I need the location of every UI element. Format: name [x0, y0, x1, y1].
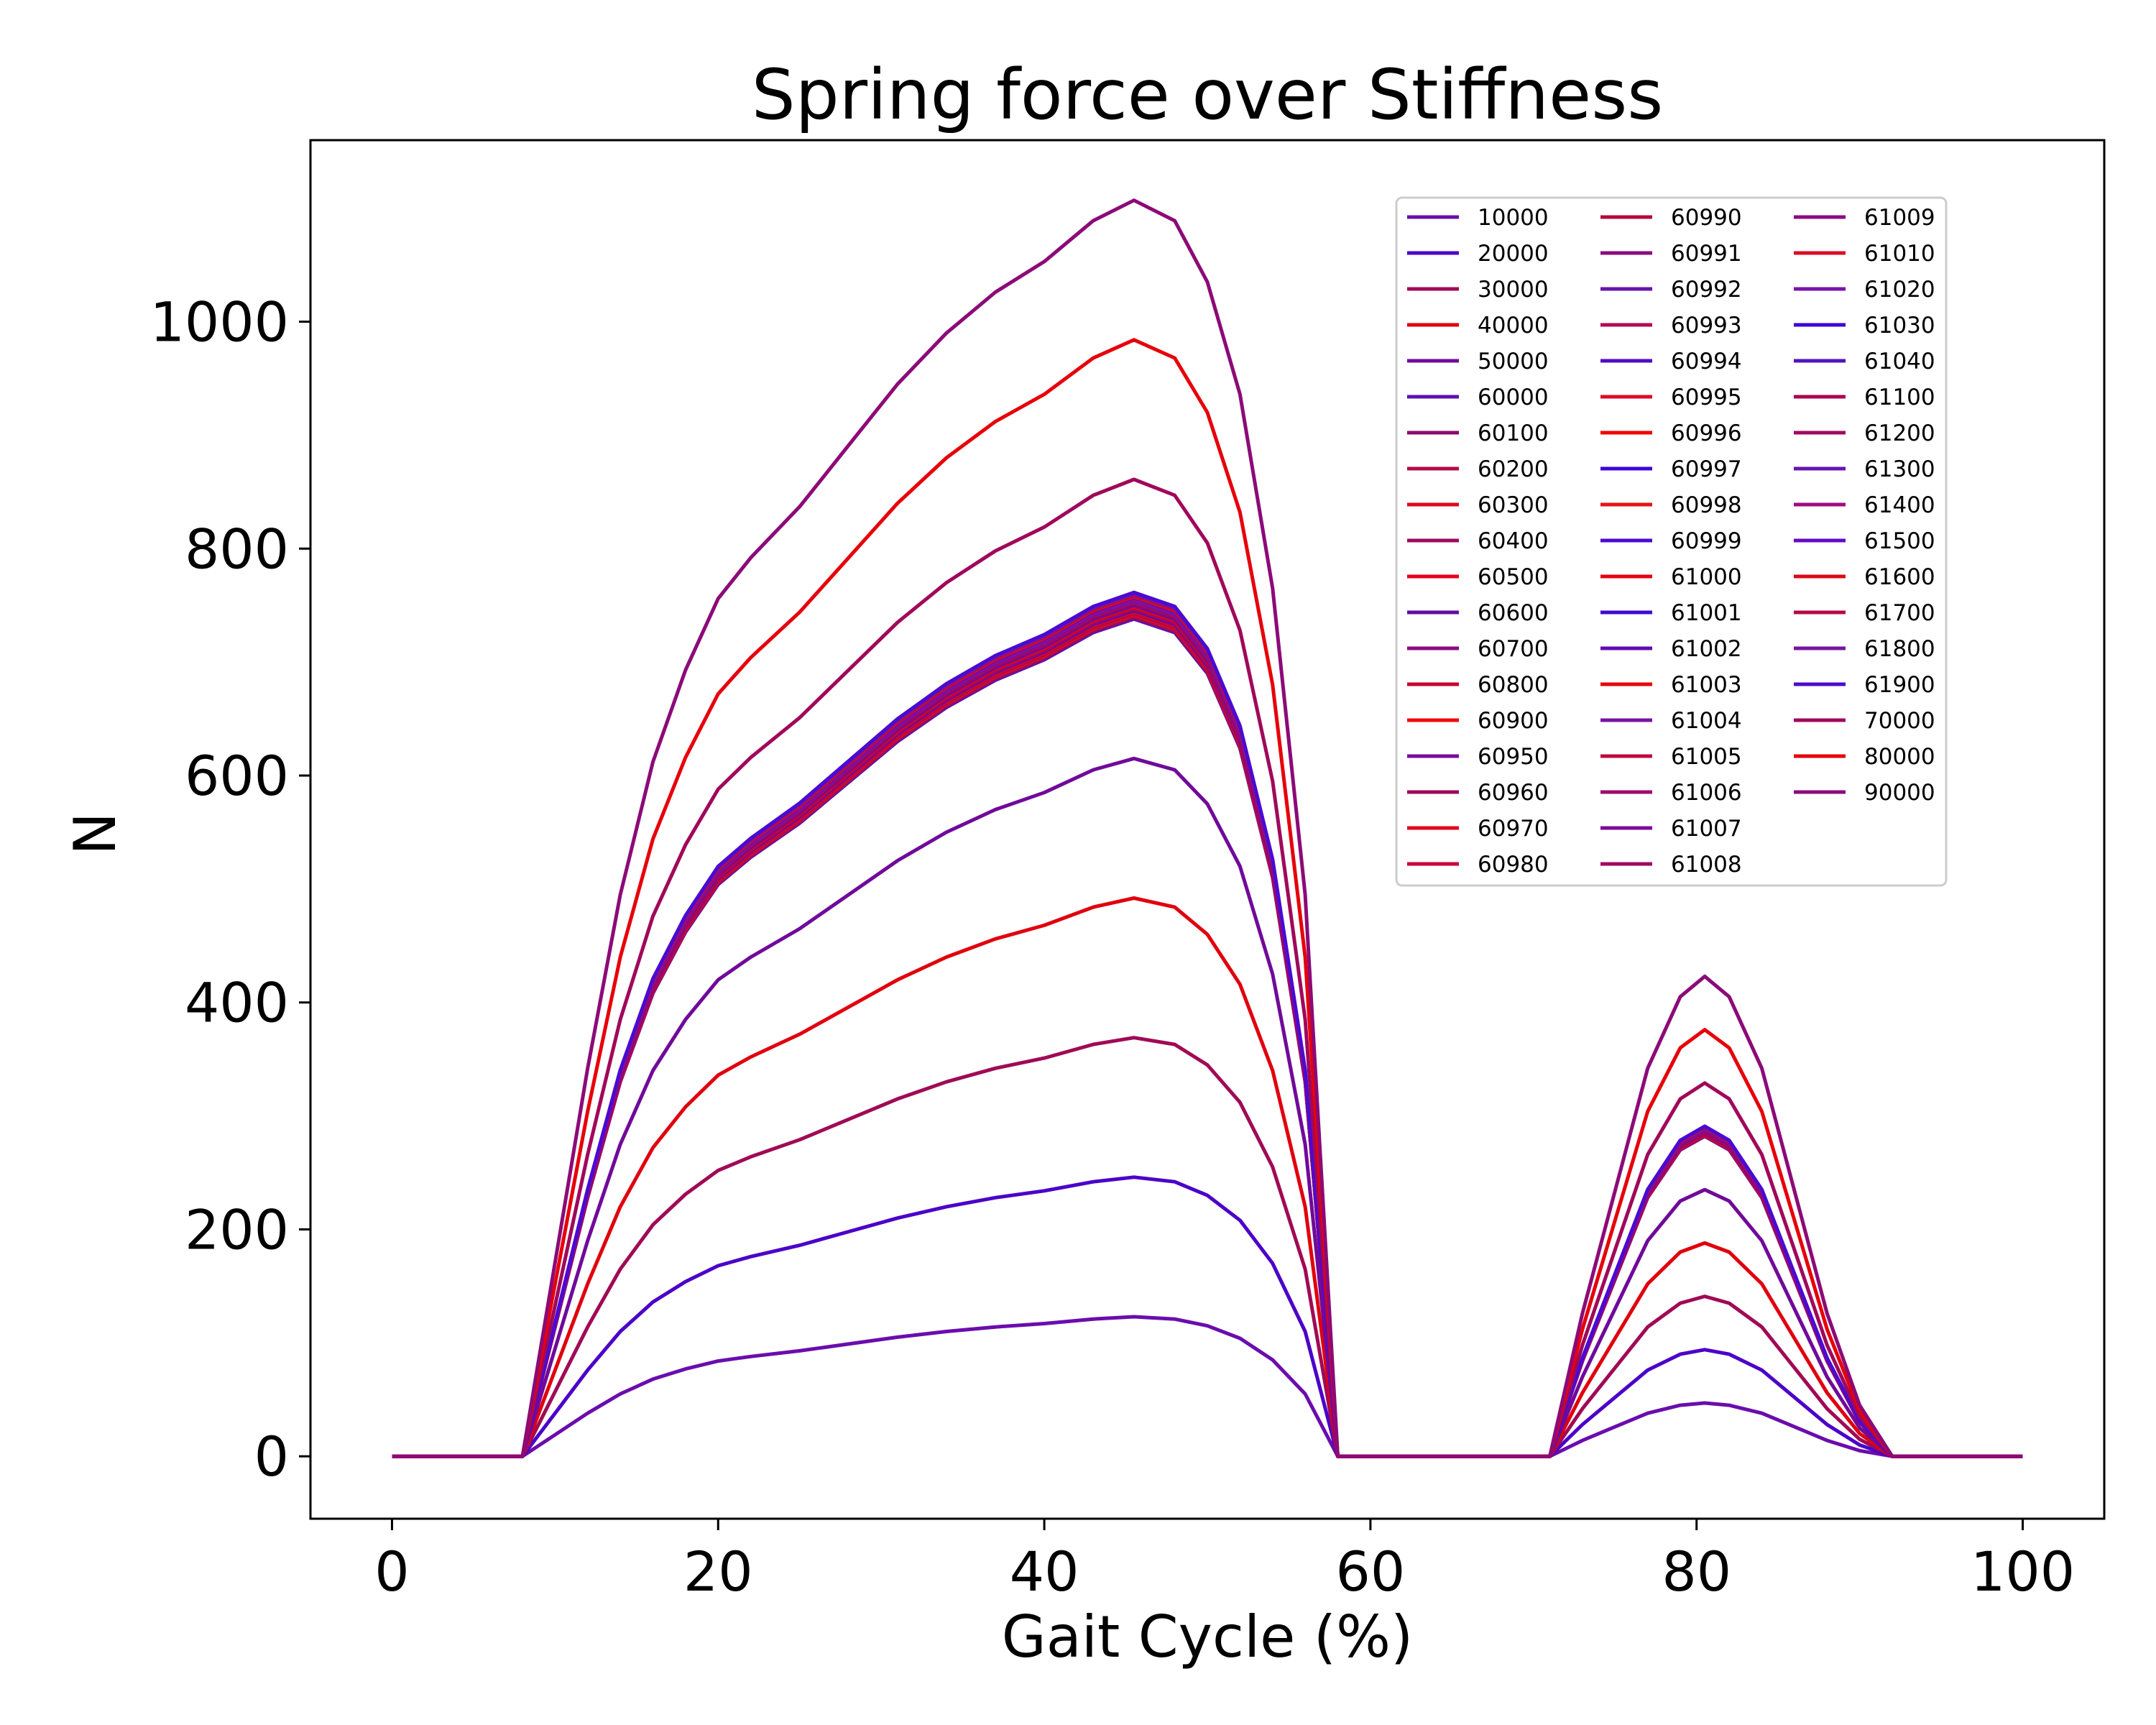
legend-label-60900: 60900 [1478, 708, 1549, 734]
legend-label-61200: 61200 [1864, 420, 1935, 446]
legend-label-61005: 61005 [1671, 744, 1742, 770]
legend-label-61003: 61003 [1671, 672, 1742, 698]
legend-label-60600: 60600 [1478, 600, 1549, 626]
series-line-80000 [392, 338, 2023, 1458]
legend-frame [1395, 196, 1948, 887]
legend-label-60995: 60995 [1671, 385, 1742, 410]
series-line-61900 [392, 590, 2023, 1458]
legend-label-61004: 61004 [1671, 708, 1742, 734]
x-tick-label: 60 [1336, 1540, 1406, 1604]
legend-label-61800: 61800 [1864, 636, 1935, 662]
legend-label-60994: 60994 [1671, 349, 1742, 374]
legend-label-61001: 61001 [1671, 600, 1742, 626]
x-tick-label: 40 [1010, 1540, 1079, 1604]
legend-label-61700: 61700 [1864, 600, 1935, 626]
legend-label-40000: 40000 [1478, 313, 1549, 339]
y-tick-label: 0 [254, 1425, 289, 1489]
legend-label-60980: 60980 [1478, 852, 1549, 878]
legend-label-60992: 60992 [1671, 277, 1742, 303]
legend-label-61500: 61500 [1864, 528, 1935, 554]
legend-label-60996: 60996 [1671, 420, 1742, 446]
legend-label-60997: 60997 [1671, 456, 1742, 482]
legend-label-50000: 50000 [1478, 349, 1549, 374]
legend-label-61006: 61006 [1671, 780, 1742, 806]
legend-label-60998: 60998 [1671, 492, 1742, 518]
legend: 10000 20000 30000 40000 50000 60000 60100 60200… [1395, 196, 1948, 887]
legend-label-61030: 61030 [1864, 313, 1935, 339]
legend-label-61300: 61300 [1864, 456, 1935, 482]
legend-label-70000: 70000 [1864, 708, 1935, 734]
legend-label-61400: 61400 [1864, 492, 1935, 518]
legend-label-61007: 61007 [1671, 816, 1742, 842]
series-line-50000 [392, 756, 2023, 1458]
legend-label-61009: 61009 [1864, 205, 1935, 231]
legend-label-90000: 90000 [1864, 780, 1935, 806]
series-line-90000 [392, 198, 2023, 1458]
series-line-20000 [392, 1175, 2023, 1458]
legend-label-60400: 60400 [1478, 528, 1549, 554]
x-tick-label: 100 [1971, 1540, 2075, 1604]
legend-label-61020: 61020 [1864, 277, 1935, 303]
legend-label-61600: 61600 [1864, 564, 1935, 590]
legend-label-61010: 61010 [1864, 241, 1935, 267]
legend-label-60990: 60990 [1671, 205, 1742, 231]
legend-label-30000: 30000 [1478, 277, 1549, 303]
plot-frame [309, 139, 2106, 1520]
legend-label-61008: 61008 [1671, 852, 1742, 878]
series-line-70000 [392, 477, 2023, 1458]
chart-title: Spring force over Stiffness [752, 55, 1663, 135]
legend-label-60100: 60100 [1478, 420, 1549, 446]
series-line-10000 [392, 1315, 2023, 1458]
legend-label-60800: 60800 [1478, 672, 1549, 698]
x-axis-label: Gait Cycle (%) [1002, 1604, 1414, 1670]
legend-label-80000: 80000 [1864, 744, 1935, 770]
legend-label-61900: 61900 [1864, 672, 1935, 698]
x-tick-label: 0 [374, 1540, 409, 1604]
legend-label-60300: 60300 [1478, 492, 1549, 518]
series-line-30000 [392, 1036, 2023, 1458]
legend-label-61040: 61040 [1864, 349, 1935, 374]
legend-label-61000: 61000 [1671, 564, 1742, 590]
legend-label-60991: 60991 [1671, 241, 1742, 267]
legend-label-20000: 20000 [1478, 241, 1549, 267]
legend-label-60200: 60200 [1478, 456, 1549, 482]
legend-label-60000: 60000 [1478, 385, 1549, 410]
legend-label-60960: 60960 [1478, 780, 1549, 806]
legend-label-60700: 60700 [1478, 636, 1549, 662]
legend-label-60993: 60993 [1671, 313, 1742, 339]
legend-label-61002: 61002 [1671, 636, 1742, 662]
legend-label-60970: 60970 [1478, 816, 1549, 842]
legend-label-10000: 10000 [1478, 205, 1549, 231]
y-axis-label: N [62, 812, 129, 855]
legend-label-60950: 60950 [1478, 744, 1549, 770]
series-layer [392, 198, 2023, 1458]
y-tick-label: 1000 [150, 290, 289, 354]
x-tick-label: 20 [683, 1540, 753, 1604]
y-tick-label: 600 [185, 744, 289, 808]
y-tick-label: 200 [185, 1197, 289, 1261]
legend-label-60500: 60500 [1478, 564, 1549, 590]
y-tick-label: 800 [185, 517, 289, 581]
y-tick-label: 400 [185, 971, 289, 1035]
x-tick-label: 80 [1662, 1540, 1731, 1604]
series-line-40000 [392, 896, 2023, 1458]
legend-label-61100: 61100 [1864, 385, 1935, 410]
legend-label-60999: 60999 [1671, 528, 1742, 554]
